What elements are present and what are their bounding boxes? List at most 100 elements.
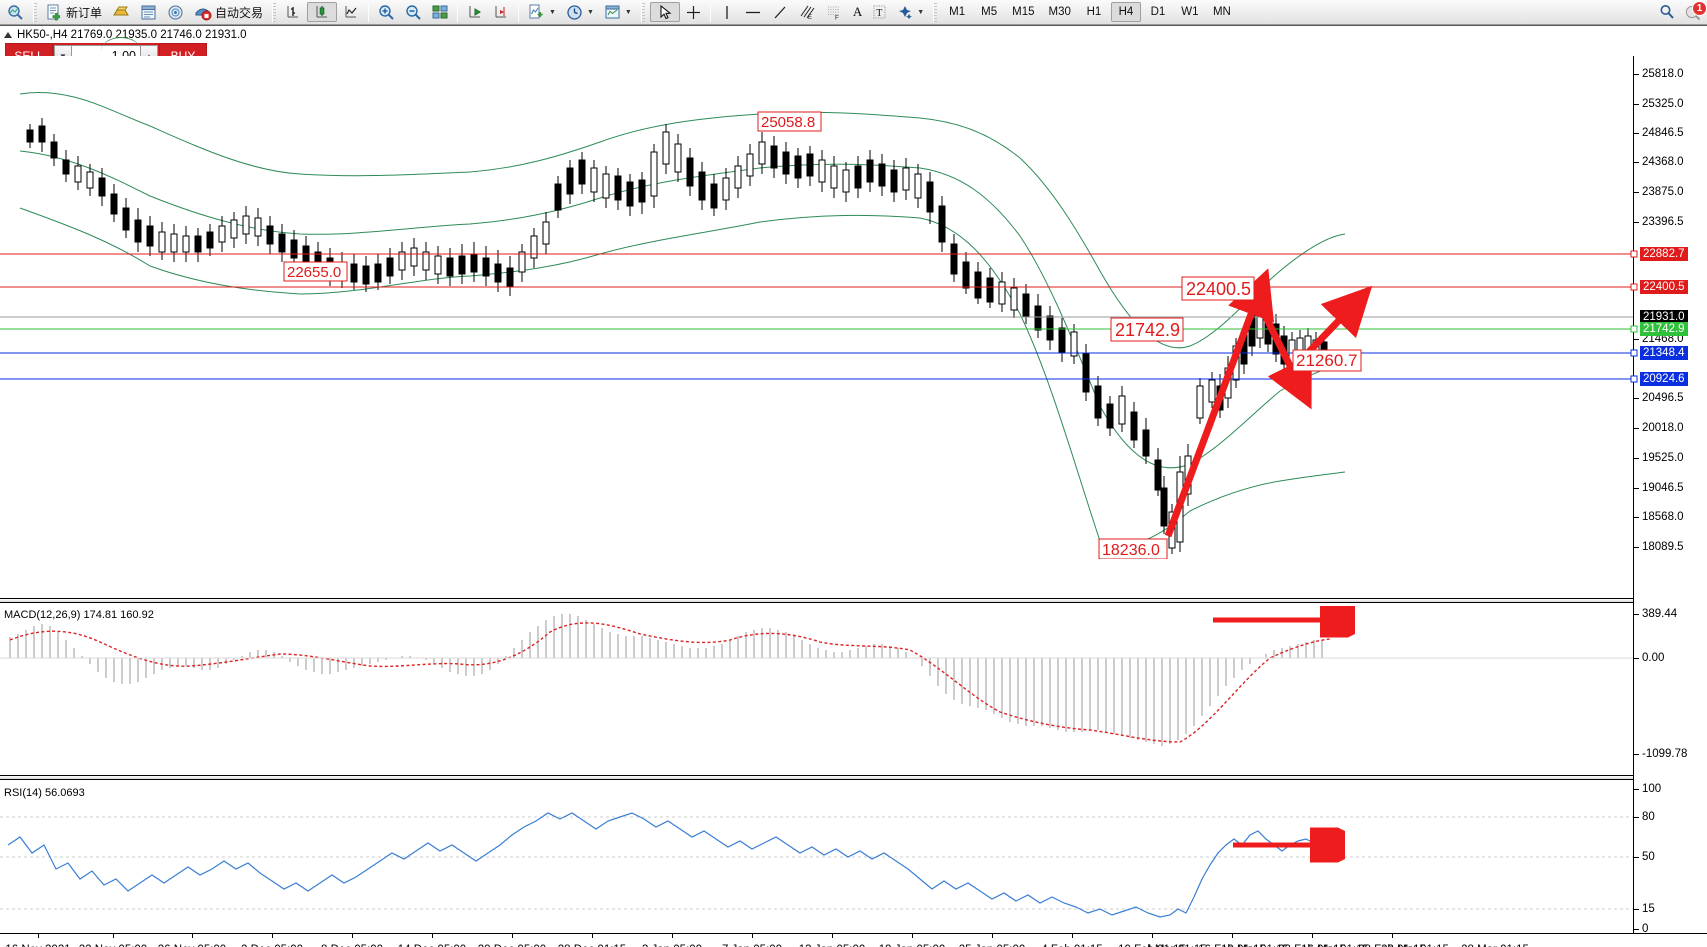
horizontal-line-icon[interactable] [739, 1, 767, 23]
gold-bar-icon[interactable] [107, 1, 135, 23]
chart-symbol-text: HK50-,H4 21769.0 21935.0 21746.0 21931.0 [17, 29, 247, 41]
level-handle-22400[interactable] [1630, 283, 1638, 291]
tab-timeframe-m1[interactable]: M1 [949, 6, 966, 18]
time-label-19: 10 Mar 01:15 [1221, 944, 1289, 947]
auto-trading-button[interactable]: 自动交易 [189, 1, 268, 23]
toolbar-grip-2[interactable] [272, 2, 277, 22]
level-handle-21742[interactable] [1630, 325, 1638, 333]
shapes-icon[interactable]: ▼ [892, 1, 929, 23]
price-chart-pane[interactable]: 25058.8 22655.0 22400.5 21742.9 21260.7 … [0, 56, 1633, 559]
templates-icon[interactable]: ▼ [599, 1, 637, 23]
text-icon-glyph: A [852, 4, 863, 19]
price-tick-20496: 20496.5 [1642, 392, 1684, 404]
rsi-tick-100: 100 [1642, 783, 1662, 795]
toolbar-separator-1 [368, 2, 370, 22]
price-tick-20018: 20018.0 [1642, 422, 1684, 434]
time-label-2: 26 Nov 05:00 [158, 944, 226, 947]
text-icon[interactable]: A [848, 1, 867, 23]
macd-indicator-label: MACD(12,26,9) 174.81 160.92 [4, 609, 154, 621]
label-22400-text: 22400.5 [1186, 279, 1251, 299]
level-handle-21348[interactable] [1630, 349, 1638, 357]
collapse-triangle-icon[interactable] [4, 32, 12, 38]
data-window-icon[interactable] [135, 1, 162, 23]
price-tick-24846: 24846.5 [1642, 127, 1684, 139]
rsi-pane-divider[interactable] [0, 775, 1707, 780]
new-order-button[interactable]: 新订单 [41, 1, 107, 23]
toolbar-grip-3[interactable] [640, 2, 645, 22]
price-tag-21348[interactable]: 21348.4 [1640, 346, 1688, 360]
level-handle-22882[interactable] [1630, 250, 1638, 258]
chart-shift-icon[interactable] [488, 1, 514, 23]
toolbar-separator-2 [457, 2, 459, 22]
chevron-down-icon-4[interactable]: ▼ [917, 8, 925, 16]
rsi-tick-0: 0 [1642, 923, 1649, 935]
label-21260-text: 21260.7 [1296, 351, 1357, 370]
tile-windows-icon[interactable] [427, 1, 453, 23]
time-label-20: 16 Mar 01:15 [1301, 944, 1369, 947]
price-tag-20924[interactable]: 20924.6 [1640, 372, 1688, 386]
chevron-down-icon[interactable]: ▼ [549, 8, 556, 16]
price-tick-23396: 23396.5 [1642, 216, 1684, 228]
chart-window[interactable]: HK50-,H4 21769.0 21935.0 21746.0 21931.0… [0, 25, 1707, 947]
time-label-6: 20 Dec 05:00 [478, 944, 546, 947]
tab-timeframe-h1[interactable]: H1 [1086, 6, 1102, 18]
macd-tick-max: 389.44 [1642, 608, 1678, 620]
time-label-18: 4 Mar 01:15 [1145, 944, 1206, 947]
label-18236: 18236.0 [1098, 538, 1168, 559]
macd-pane-divider[interactable] [0, 598, 1707, 603]
search-icon[interactable] [1653, 1, 1681, 23]
vertical-line-icon[interactable] [715, 1, 739, 23]
auto-scroll-icon[interactable] [462, 1, 488, 23]
price-tag-22400[interactable]: 22400.5 [1640, 280, 1688, 294]
macd-tick-min: -1099.78 [1642, 748, 1688, 760]
tab-timeframe-mn[interactable]: MN [1212, 6, 1231, 18]
tab-timeframe-m5[interactable]: M5 [981, 6, 998, 18]
tab-timeframe-d1[interactable]: D1 [1150, 6, 1166, 18]
periods-clock-icon[interactable]: ▼ [561, 1, 599, 23]
tab-timeframe-m15[interactable]: M15 [1012, 6, 1035, 18]
macd-pane[interactable] [0, 606, 1633, 764]
label-22655: 22655.0 [283, 261, 348, 282]
time-scale[interactable]: 16 Nov 2021 22 Nov 05:00 26 Nov 05:00 2 … [0, 933, 1707, 947]
chevron-down-icon-3[interactable]: ▼ [624, 8, 632, 16]
rsi-pane[interactable] [0, 783, 1633, 933]
text-label-icon[interactable]: T [867, 1, 892, 23]
market-watch-icon[interactable] [2, 1, 29, 23]
bar-chart-icon[interactable] [280, 1, 306, 23]
toolbar-grip[interactable] [33, 2, 37, 22]
time-label-0: 16 Nov 2021 [5, 944, 70, 947]
notifications-icon[interactable]: 1 [1681, 1, 1707, 23]
zoom-in-icon[interactable] [373, 1, 400, 23]
auto-trading-label: 自动交易 [215, 5, 264, 20]
cursor-icon[interactable] [649, 2, 680, 22]
chevron-down-icon-2[interactable]: ▼ [586, 8, 594, 16]
zoom-out-icon[interactable] [400, 1, 427, 23]
label-22400: 22400.5 [1181, 276, 1255, 301]
toolbar-separator-4 [709, 2, 711, 22]
time-label-11: 19 Jan 05:00 [879, 944, 946, 947]
fibonacci-icon[interactable]: F [821, 1, 848, 23]
new-order-label: 新订单 [66, 5, 103, 20]
line-chart-icon[interactable] [338, 1, 364, 23]
tab-timeframe-m30[interactable]: M30 [1048, 6, 1071, 18]
navigator-radar-icon[interactable] [162, 1, 189, 23]
equidistant-channel-icon[interactable]: E [793, 1, 821, 23]
price-tag-22882[interactable]: 22882.7 [1640, 247, 1688, 261]
candlestick-chart-icon[interactable] [307, 2, 338, 22]
toolbar-grip-4[interactable] [933, 2, 938, 22]
svg-text:F: F [835, 16, 839, 21]
time-label-3: 2 Dec 05:00 [241, 944, 303, 947]
trendline-icon[interactable] [767, 1, 793, 23]
label-25058-text: 25058.8 [761, 114, 815, 131]
price-scale[interactable]: 25818.0 25325.0 24846.5 24368.0 23875.0 … [1630, 56, 1707, 935]
crosshair-icon[interactable] [681, 1, 706, 23]
level-handle-20924[interactable] [1630, 375, 1638, 383]
time-label-10: 13 Jan 05:00 [799, 944, 866, 947]
tab-timeframe-h4[interactable]: H4 [1110, 2, 1141, 22]
indicators-icon[interactable]: ▼ [523, 1, 561, 23]
svg-text:E: E [808, 15, 812, 20]
label-21260: 21260.7 [1292, 349, 1362, 372]
price-tag-21742[interactable]: 21742.9 [1640, 322, 1688, 336]
tab-timeframe-w1[interactable]: W1 [1181, 6, 1199, 18]
rsi-tick-50: 50 [1642, 851, 1655, 863]
